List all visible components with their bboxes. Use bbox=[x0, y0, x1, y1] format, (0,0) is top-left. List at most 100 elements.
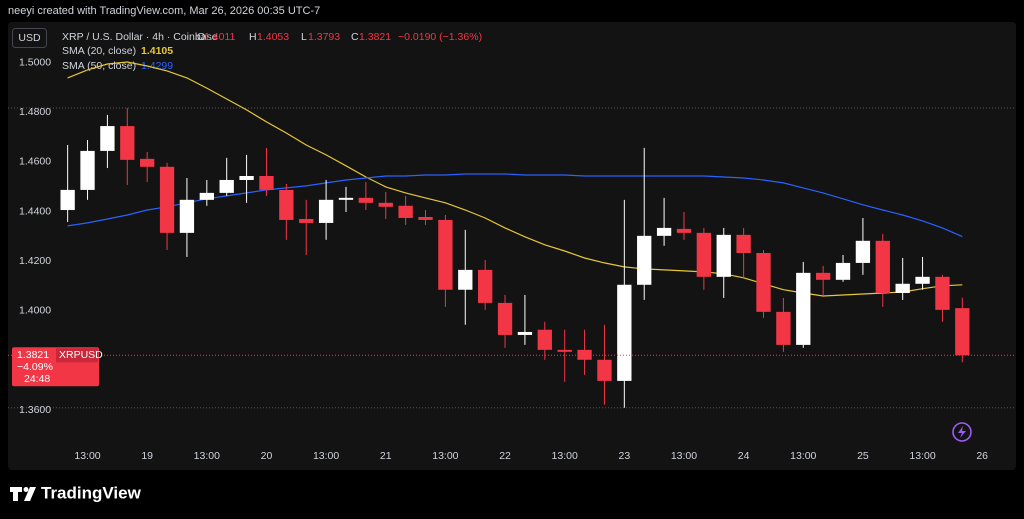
candle-body bbox=[318, 199, 334, 223]
legend-entry: SMA (20, close) bbox=[62, 45, 136, 57]
y-tick-label: 1.3600 bbox=[19, 404, 51, 416]
candle-body bbox=[219, 179, 234, 193]
logo-mark bbox=[24, 487, 36, 501]
candle-body bbox=[60, 189, 75, 211]
sma-line bbox=[67, 173, 963, 238]
candle-body bbox=[696, 232, 712, 277]
candle-body bbox=[656, 227, 672, 236]
candle-body bbox=[815, 272, 831, 280]
x-tick-label: 13:00 bbox=[790, 450, 816, 462]
candle-body bbox=[835, 262, 851, 280]
candle-body bbox=[736, 234, 751, 253]
brand-logo bbox=[10, 487, 36, 501]
x-tick-label: 13:00 bbox=[432, 450, 458, 462]
candle-body bbox=[458, 269, 473, 290]
candle-body bbox=[120, 126, 135, 160]
x-tick-label: 20 bbox=[261, 450, 273, 462]
price-tag-symbol-box bbox=[56, 348, 98, 363]
ohlc-value: 1.4053 bbox=[257, 31, 289, 43]
x-tick-label: 13:00 bbox=[671, 450, 697, 462]
candle-body bbox=[179, 199, 195, 233]
x-tick-label: 13:00 bbox=[909, 450, 935, 462]
x-tick-label: 25 bbox=[857, 450, 869, 462]
candle-body bbox=[338, 197, 354, 200]
legend-value: 1.4299 bbox=[141, 60, 173, 72]
candle-body bbox=[915, 276, 930, 284]
y-tick-label: 1.4200 bbox=[19, 255, 51, 267]
x-tick-label: 23 bbox=[618, 450, 630, 462]
candle-body bbox=[259, 175, 274, 190]
candle-body bbox=[557, 349, 572, 352]
ohlc-value: 1.4011 bbox=[204, 31, 235, 43]
candle-body bbox=[796, 272, 811, 345]
candle-body bbox=[676, 228, 692, 233]
x-tick-label: 13:00 bbox=[552, 450, 578, 462]
candle-body bbox=[935, 276, 950, 310]
y-tick-label: 1.4600 bbox=[19, 156, 51, 168]
x-tick-label: 13:00 bbox=[313, 450, 339, 462]
candle-body bbox=[398, 205, 413, 218]
price-tag-symbol: XRPUSD bbox=[59, 349, 103, 361]
lightning-icon[interactable] bbox=[952, 422, 972, 442]
candle-body bbox=[478, 269, 493, 303]
y-tick-label: 1.4000 bbox=[19, 305, 51, 317]
ohlc-letter: H bbox=[249, 31, 257, 43]
brand-name: TradingView bbox=[41, 483, 142, 502]
candle-body bbox=[497, 302, 513, 335]
header: neeyi created with TradingView.com, Mar … bbox=[8, 5, 320, 17]
candle-body bbox=[358, 197, 374, 203]
candle-body bbox=[597, 359, 612, 381]
x-tick-label: 24 bbox=[738, 450, 750, 462]
x-tick-label: 26 bbox=[976, 450, 988, 462]
candle-body bbox=[895, 283, 910, 293]
ohlc-letter: C bbox=[351, 31, 359, 43]
candle-body bbox=[955, 308, 970, 356]
price-tag-countdown: 24:48 bbox=[24, 373, 50, 385]
icon-ring bbox=[952, 422, 972, 442]
ohlc-value: 1.3821 bbox=[359, 31, 391, 43]
candle-body bbox=[378, 202, 393, 207]
candle-body bbox=[537, 329, 552, 350]
candle-body bbox=[617, 284, 632, 381]
x-tick-label: 22 bbox=[499, 450, 511, 462]
candle-body bbox=[159, 166, 175, 233]
x-tick-label: 13:00 bbox=[74, 450, 100, 462]
currency-button[interactable] bbox=[12, 28, 47, 48]
ohlc-value: 1.3793 bbox=[308, 31, 340, 43]
candle-body bbox=[637, 235, 652, 285]
candle-body bbox=[80, 150, 95, 190]
price-tag-value: 1.3821 bbox=[17, 349, 49, 361]
candle-body bbox=[716, 234, 731, 277]
candle-body bbox=[100, 126, 115, 151]
candle-body bbox=[776, 311, 791, 345]
candle-body bbox=[875, 240, 890, 293]
candle-body bbox=[517, 331, 533, 335]
legend-entry: SMA (50, close) bbox=[62, 60, 136, 72]
candle-body bbox=[418, 216, 433, 220]
y-tick-label: 1.4800 bbox=[19, 106, 51, 118]
x-tick-label: 21 bbox=[380, 450, 392, 462]
candle-body bbox=[299, 218, 314, 223]
price-tag-change: −4.09% bbox=[17, 361, 53, 373]
candle-body bbox=[199, 192, 214, 200]
logo-mark bbox=[10, 487, 22, 501]
chart-panel bbox=[8, 22, 1016, 470]
candle-body bbox=[279, 189, 294, 220]
x-tick-label: 19 bbox=[141, 450, 153, 462]
x-tick-label: 13:00 bbox=[194, 450, 220, 462]
candle-body bbox=[756, 252, 771, 312]
ohlc-letter: L bbox=[301, 31, 307, 43]
candle-body bbox=[438, 219, 453, 290]
symbol-title: XRP / U.S. Dollar · 4h · Coinbase bbox=[62, 31, 218, 43]
change-label: −0.0190 (−1.36%) bbox=[398, 31, 482, 43]
y-tick-label: 1.4400 bbox=[19, 205, 51, 217]
candle-body bbox=[140, 158, 155, 167]
sma-line bbox=[67, 61, 963, 297]
logo-mark bbox=[23, 487, 29, 492]
icon-bolt bbox=[958, 426, 966, 438]
y-tick-label: 1.5000 bbox=[19, 56, 51, 68]
candle-body bbox=[855, 240, 871, 263]
currency-label: USD bbox=[18, 32, 41, 44]
ohlc-letter: O bbox=[197, 31, 205, 43]
